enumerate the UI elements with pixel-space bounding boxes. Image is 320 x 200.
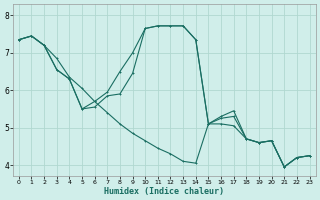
X-axis label: Humidex (Indice chaleur): Humidex (Indice chaleur) <box>104 187 224 196</box>
